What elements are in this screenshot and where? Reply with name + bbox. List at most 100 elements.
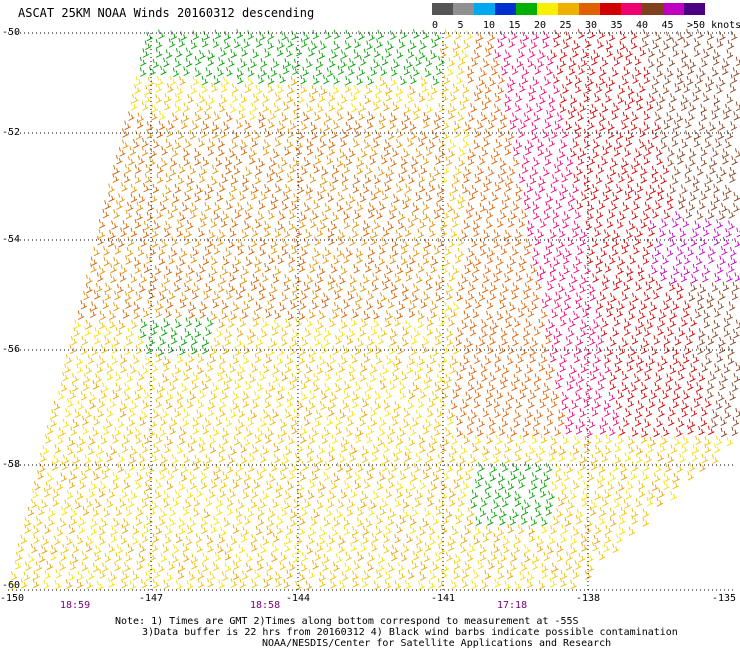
wind-barb — [142, 228, 150, 239]
wind-barb — [579, 147, 587, 158]
wind-barb — [91, 346, 99, 356]
wind-barb — [293, 101, 301, 112]
wind-barb — [149, 551, 157, 562]
wind-barb — [734, 272, 740, 282]
wind-barb — [438, 316, 446, 327]
wind-barb — [667, 453, 675, 464]
wind-barb — [306, 138, 314, 148]
wind-barb — [627, 173, 634, 184]
wind-barb — [210, 218, 218, 228]
wind-barb — [448, 148, 455, 158]
wind-barb — [290, 76, 298, 86]
wind-barb — [343, 219, 351, 229]
wind-barb — [409, 426, 417, 436]
map-title: ASCAT 25KM NOAA Winds 20160312 descendin… — [18, 6, 315, 20]
wind-barb — [437, 454, 445, 464]
wind-barb — [263, 363, 270, 374]
wind-barb — [572, 445, 580, 455]
wind-barb — [631, 164, 638, 175]
wind-barb — [262, 93, 270, 103]
wind-barb — [520, 39, 527, 50]
wind-barb — [615, 274, 623, 285]
wind-barb — [343, 525, 351, 536]
wind-barb — [279, 73, 286, 84]
wind-barb — [319, 138, 327, 148]
wind-barb — [442, 562, 449, 573]
wind-barb — [451, 445, 458, 455]
wind-barb — [535, 507, 542, 518]
wind-barb — [611, 246, 619, 257]
wind-barb — [480, 111, 488, 122]
wind-barb — [111, 355, 119, 365]
wind-barb — [676, 463, 684, 473]
wind-barb — [560, 308, 568, 318]
wind-barb — [341, 181, 349, 192]
wind-barb — [190, 39, 198, 50]
wind-barb — [414, 103, 422, 113]
wind-barb — [560, 48, 568, 59]
wind-barb — [327, 228, 335, 238]
wind-barb — [147, 76, 155, 87]
wind-barb — [670, 309, 678, 320]
wind-barb — [143, 524, 151, 534]
wind-barb — [621, 120, 628, 130]
wind-barb — [165, 138, 173, 149]
wind-barb — [247, 292, 255, 303]
wind-barb — [431, 300, 439, 311]
wind-barb — [254, 353, 262, 364]
wind-barb — [260, 191, 268, 201]
wind-barb — [527, 220, 535, 230]
wind-barb — [61, 460, 69, 471]
wind-barb — [390, 157, 397, 167]
wind-barb — [723, 317, 731, 328]
wind-barb — [641, 381, 648, 392]
wind-barb — [192, 425, 200, 435]
wind-barb — [289, 120, 297, 130]
wind-barb — [463, 128, 470, 139]
wind-barb — [136, 201, 144, 212]
wind-barb — [44, 569, 52, 580]
wind-barb — [374, 184, 382, 195]
wind-barb — [51, 544, 58, 555]
wind-barb — [328, 102, 336, 112]
wind-barb — [661, 435, 668, 445]
wind-barb — [586, 255, 594, 265]
wind-barb — [102, 382, 109, 393]
wind-barb — [516, 183, 523, 194]
wind-barb — [553, 515, 560, 526]
wind-barb — [627, 480, 634, 491]
wind-barb — [632, 292, 639, 303]
wind-barb — [250, 281, 258, 292]
wind-barb — [470, 499, 478, 509]
wind-barb — [405, 183, 413, 194]
wind-barb — [129, 407, 136, 418]
wind-barb — [140, 237, 147, 248]
wind-barb — [428, 579, 436, 590]
wind-barb — [257, 516, 265, 526]
wind-barb — [356, 292, 363, 303]
wind-barb — [232, 479, 240, 489]
wind-barb — [112, 434, 119, 444]
wind-barb — [242, 354, 250, 365]
wind-barb — [493, 398, 501, 409]
wind-barb — [218, 533, 226, 544]
wind-barb — [518, 218, 526, 228]
wind-barb — [313, 199, 321, 210]
wind-barb — [657, 452, 664, 462]
wind-barb — [353, 263, 361, 274]
wind-barb — [725, 138, 732, 149]
wind-barb — [345, 121, 353, 132]
wind-barb — [61, 506, 68, 516]
wind-barb — [635, 281, 643, 292]
wind-barb — [106, 407, 114, 418]
wind-barb — [212, 164, 219, 175]
wind-barb — [427, 497, 434, 507]
wind-barb — [179, 345, 186, 356]
wind-barb — [718, 31, 726, 41]
wind-barb — [135, 516, 143, 526]
wind-barb — [54, 579, 62, 590]
wind-barb — [232, 301, 240, 312]
wind-barb — [121, 182, 128, 192]
wind-barb — [170, 30, 178, 41]
wind-barb — [610, 371, 618, 382]
